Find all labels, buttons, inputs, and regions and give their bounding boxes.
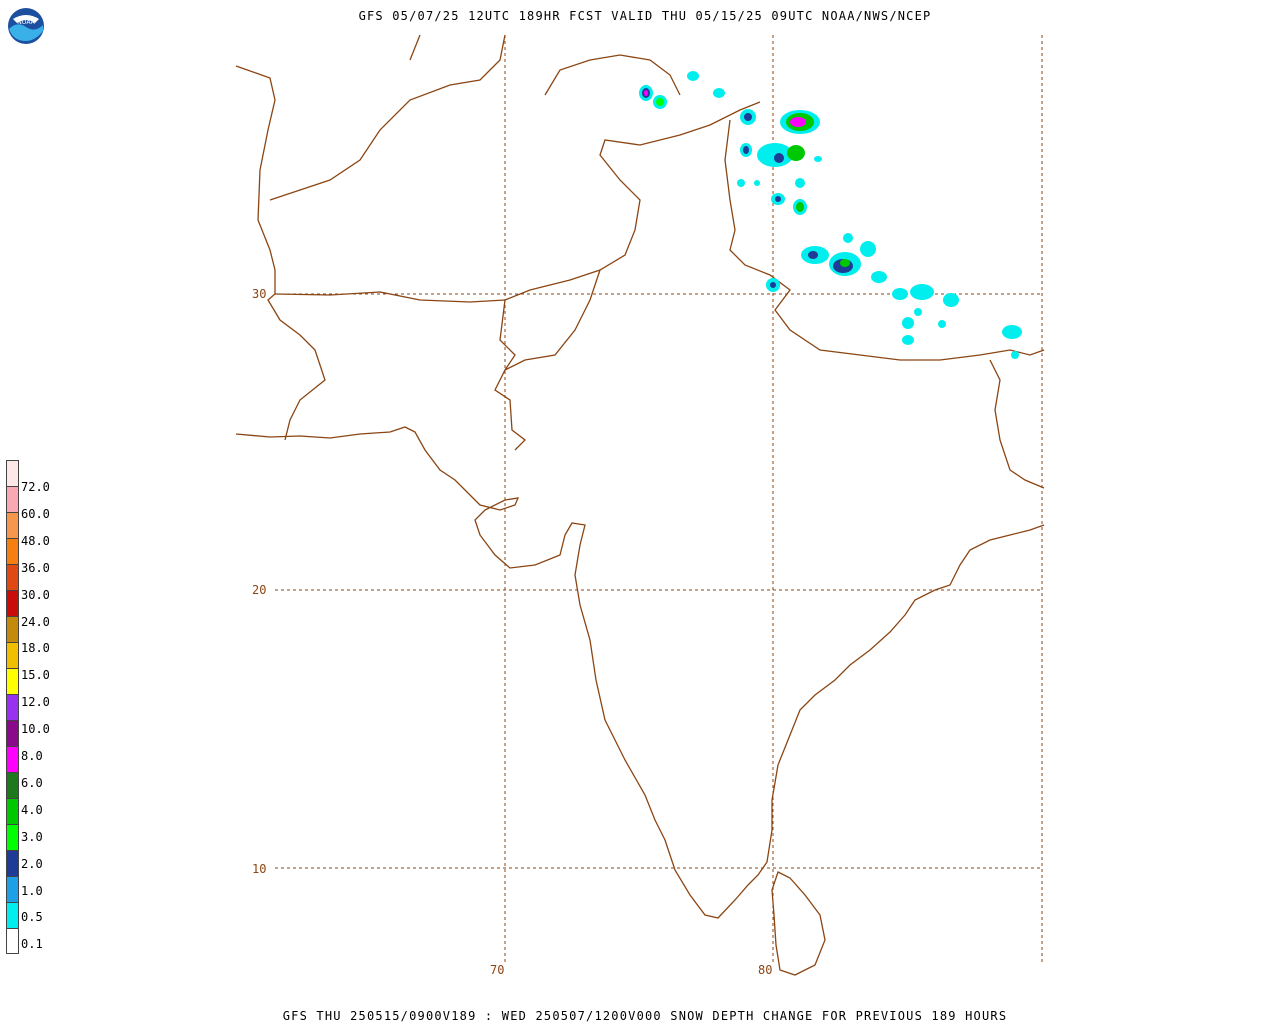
legend-swatch [6,668,19,694]
legend-label: 72.0 [21,480,50,494]
legend-swatch [6,850,19,876]
legend-label: 60.0 [21,506,50,521]
legend-swatch [6,824,19,850]
legend-swatch [6,512,19,538]
legend-label: 30.0 [21,587,50,602]
legend-label: 8.0 [21,749,43,763]
legend-label: 1.0 [21,883,43,898]
legend-swatch [6,876,19,902]
legend-swatch [6,798,19,824]
legend-label: 48.0 [21,533,50,548]
legend-label: 2.0 [21,856,43,871]
legend-label: 15.0 [21,668,50,683]
legend-swatch [6,928,19,954]
legend-label: 24.0 [21,614,50,629]
legend-swatch [6,538,19,564]
legend-label: 10.0 [21,722,50,737]
legend-swatch [6,564,19,590]
legend-label: 18.0 [21,641,50,656]
legend-label: 6.0 [21,775,43,790]
legend-swatch [6,460,19,486]
color-legend [6,460,20,954]
legend-swatch [6,694,19,720]
logo-text: NOAA [17,19,35,26]
legend-swatch [6,486,19,512]
legend-swatch [6,616,19,642]
lon-label-80: 80 [758,963,773,977]
lat-label-30: 30 [252,287,267,301]
sri-lanka [771,871,826,976]
chart-title: GFS 05/07/25 12UTC 189HR FCST VALID THU … [358,9,932,23]
legend-label: 0.5 [21,910,43,925]
graticule [275,35,1043,965]
lat-label-20: 20 [252,583,267,597]
legend-swatch [6,772,19,798]
legend-label: 4.0 [21,802,43,817]
legend-label: 12.0 [21,695,50,710]
snow-areas [639,71,1022,359]
chart-caption: GFS THU 250515/0900V189 : WED 250507/120… [282,1009,1008,1023]
legend-swatch [6,642,19,668]
legend-label: 36.0 [21,560,50,575]
lon-label-70: 70 [490,963,505,977]
legend-label: 3.0 [21,829,43,844]
legend-swatch [6,746,19,772]
legend-swatch [6,590,19,616]
legend-swatch [6,720,19,746]
legend-label: 0.1 [21,937,43,952]
noaa-logo-icon: NOAA [8,8,44,44]
legend-swatch [6,902,19,928]
lat-label-10: 10 [252,862,267,876]
coastline [235,34,1045,976]
